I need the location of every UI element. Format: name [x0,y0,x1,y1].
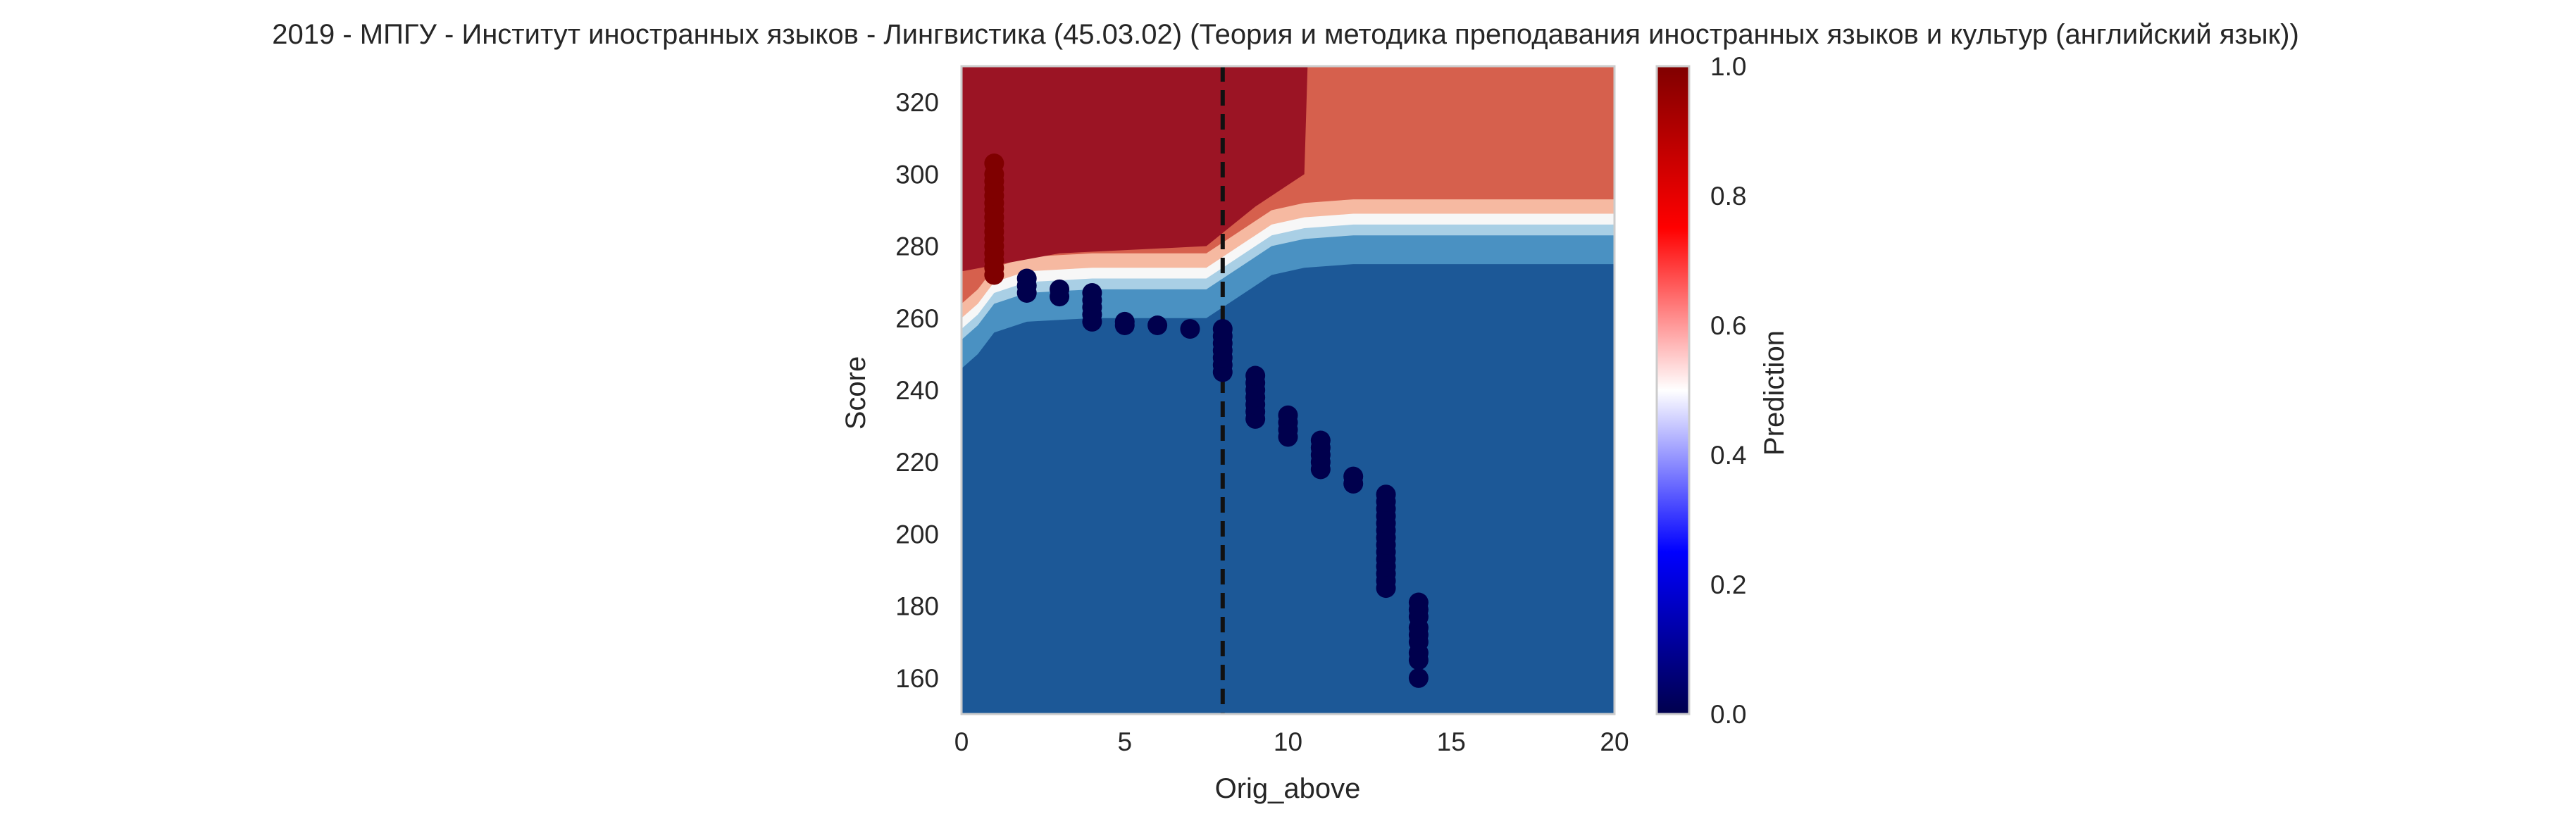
y-tick-label: 240 [895,376,939,405]
y-tick-label: 320 [895,88,939,117]
y-tick-label: 260 [895,304,939,333]
colorbar-tick-label: 0.2 [1710,570,1746,599]
data-point [1376,484,1396,505]
x-tick-label: 5 [1117,727,1132,756]
data-point [1180,319,1200,339]
x-tick-label: 20 [1600,727,1629,756]
y-tick-label: 200 [895,520,939,549]
chart-title: 2019 - МПГУ - Институт иностранных языко… [272,19,2299,50]
y-axis: 160 180 200 220 240 260 280 300 320 [895,88,939,693]
colorbar-tick-label: 1.0 [1710,52,1746,81]
colorbar-tick-label: 0.8 [1710,182,1746,211]
scatter-points [984,154,1429,688]
prediction-contour-background [962,66,1614,714]
data-point [1050,279,1070,299]
data-point [1147,315,1168,335]
x-axis: 0 5 10 15 20 [954,727,1629,756]
colorbar-tick-label: 0.4 [1710,441,1746,470]
data-point [1310,430,1331,451]
y-tick-label: 180 [895,592,939,621]
data-point [1082,283,1102,303]
colorbar-label: Prediction [1759,330,1790,456]
x-axis-label: Orig_above [1215,773,1361,804]
data-point [1408,668,1429,688]
colorbar-gradient [1655,65,1691,715]
x-tick-label: 15 [1437,727,1466,756]
y-axis-label: Score [840,356,871,430]
x-tick-label: 10 [1274,727,1302,756]
data-point [1114,311,1135,332]
colorbar: 0.0 0.2 0.4 0.6 0.8 1.0 [1655,52,1746,729]
y-tick-label: 220 [895,448,939,477]
data-point [1278,405,1298,425]
data-point [984,154,1004,173]
data-point [1245,365,1266,386]
y-tick-label: 300 [895,160,939,189]
data-point [1212,319,1233,339]
x-tick-label: 0 [954,727,969,756]
data-point [1016,268,1037,289]
data-point [1408,592,1429,613]
y-tick-label: 160 [895,664,939,693]
data-point [1343,466,1364,487]
y-tick-label: 280 [895,232,939,261]
plot-area-frame [960,65,1616,715]
colorbar-tick-label: 0.0 [1710,700,1746,729]
colorbar-tick-label: 0.6 [1710,311,1746,340]
